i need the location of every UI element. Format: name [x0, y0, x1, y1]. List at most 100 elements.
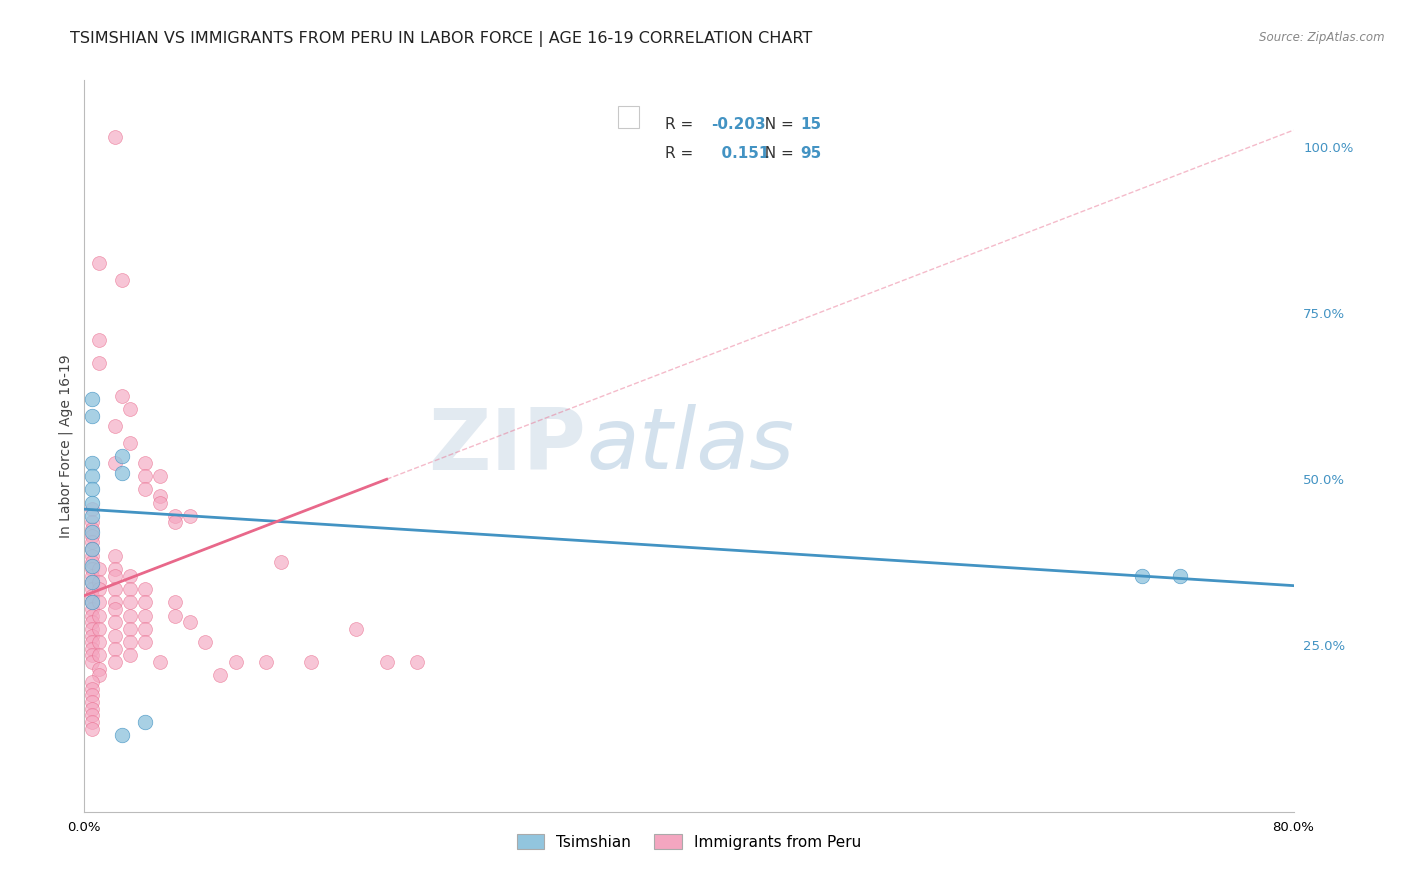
Point — [80, 582, 103, 596]
Point — [104, 628, 127, 642]
Point — [104, 641, 127, 656]
Point — [1168, 568, 1191, 582]
Point — [80, 701, 103, 715]
Point — [80, 516, 103, 530]
Point — [406, 655, 429, 669]
Point — [80, 568, 103, 582]
Point — [80, 675, 103, 690]
Point — [80, 482, 103, 496]
Text: 0.151: 0.151 — [710, 146, 769, 161]
Text: R =: R = — [665, 117, 697, 132]
Point — [254, 655, 277, 669]
Text: R =: R = — [665, 146, 697, 161]
Point — [80, 495, 103, 509]
Point — [194, 635, 217, 649]
Point — [89, 648, 111, 663]
Point — [89, 562, 111, 576]
Point — [80, 628, 103, 642]
Point — [179, 508, 201, 523]
Point — [149, 495, 172, 509]
Point — [165, 516, 187, 530]
Point — [104, 615, 127, 630]
Point — [179, 615, 201, 630]
Point — [80, 622, 103, 636]
Point — [80, 456, 103, 470]
Text: -0.203: -0.203 — [710, 117, 765, 132]
Point — [80, 508, 103, 523]
Point — [104, 562, 127, 576]
Point — [80, 641, 103, 656]
Point — [165, 595, 187, 609]
Point — [134, 714, 156, 729]
Point — [80, 615, 103, 630]
Point — [80, 555, 103, 569]
Point — [80, 695, 103, 709]
Point — [80, 535, 103, 549]
Point — [80, 409, 103, 423]
Point — [80, 575, 103, 590]
Text: 15: 15 — [800, 117, 821, 132]
Point — [118, 402, 141, 417]
Point — [104, 129, 127, 144]
Point — [134, 456, 156, 470]
Point — [104, 602, 127, 616]
Point — [80, 595, 103, 609]
Point — [270, 555, 292, 569]
Point — [299, 655, 322, 669]
Point — [80, 575, 103, 590]
Point — [80, 681, 103, 696]
Point — [80, 392, 103, 407]
Point — [80, 714, 103, 729]
Point — [346, 622, 368, 636]
Point — [134, 608, 156, 623]
Point — [80, 655, 103, 669]
Point — [80, 562, 103, 576]
Text: atlas: atlas — [586, 404, 794, 488]
Point — [118, 435, 141, 450]
Point — [104, 582, 127, 596]
Point — [89, 356, 111, 370]
Point — [118, 635, 141, 649]
Point — [118, 582, 141, 596]
Point — [89, 575, 111, 590]
Point — [165, 508, 187, 523]
Text: TSIMSHIAN VS IMMIGRANTS FROM PERU IN LABOR FORCE | AGE 16-19 CORRELATION CHART: TSIMSHIAN VS IMMIGRANTS FROM PERU IN LAB… — [70, 31, 813, 47]
Point — [89, 662, 111, 676]
Point — [80, 635, 103, 649]
Text: N =: N = — [755, 117, 799, 132]
Point — [80, 469, 103, 483]
Point — [1130, 568, 1153, 582]
Point — [80, 708, 103, 723]
Point — [375, 655, 398, 669]
Point — [111, 273, 134, 287]
Point — [104, 549, 127, 563]
Point — [134, 595, 156, 609]
Point — [134, 622, 156, 636]
Point — [111, 466, 134, 480]
Point — [89, 635, 111, 649]
Point — [111, 728, 134, 742]
Point — [80, 608, 103, 623]
Point — [80, 529, 103, 543]
Point — [104, 568, 127, 582]
Legend: Tsimshian, Immigrants from Peru: Tsimshian, Immigrants from Peru — [508, 824, 870, 859]
Point — [165, 608, 187, 623]
Point — [80, 602, 103, 616]
Point — [89, 622, 111, 636]
Point — [89, 668, 111, 682]
Point — [80, 722, 103, 736]
Point — [118, 595, 141, 609]
Point — [80, 522, 103, 536]
Point — [149, 489, 172, 503]
Point — [118, 568, 141, 582]
Point — [80, 595, 103, 609]
Point — [111, 389, 134, 403]
Point — [134, 482, 156, 496]
Point — [80, 558, 103, 573]
Point — [118, 648, 141, 663]
Text: ZIP: ZIP — [429, 404, 586, 488]
Point — [89, 608, 111, 623]
Point — [80, 689, 103, 703]
Point — [104, 595, 127, 609]
Point — [111, 449, 134, 463]
